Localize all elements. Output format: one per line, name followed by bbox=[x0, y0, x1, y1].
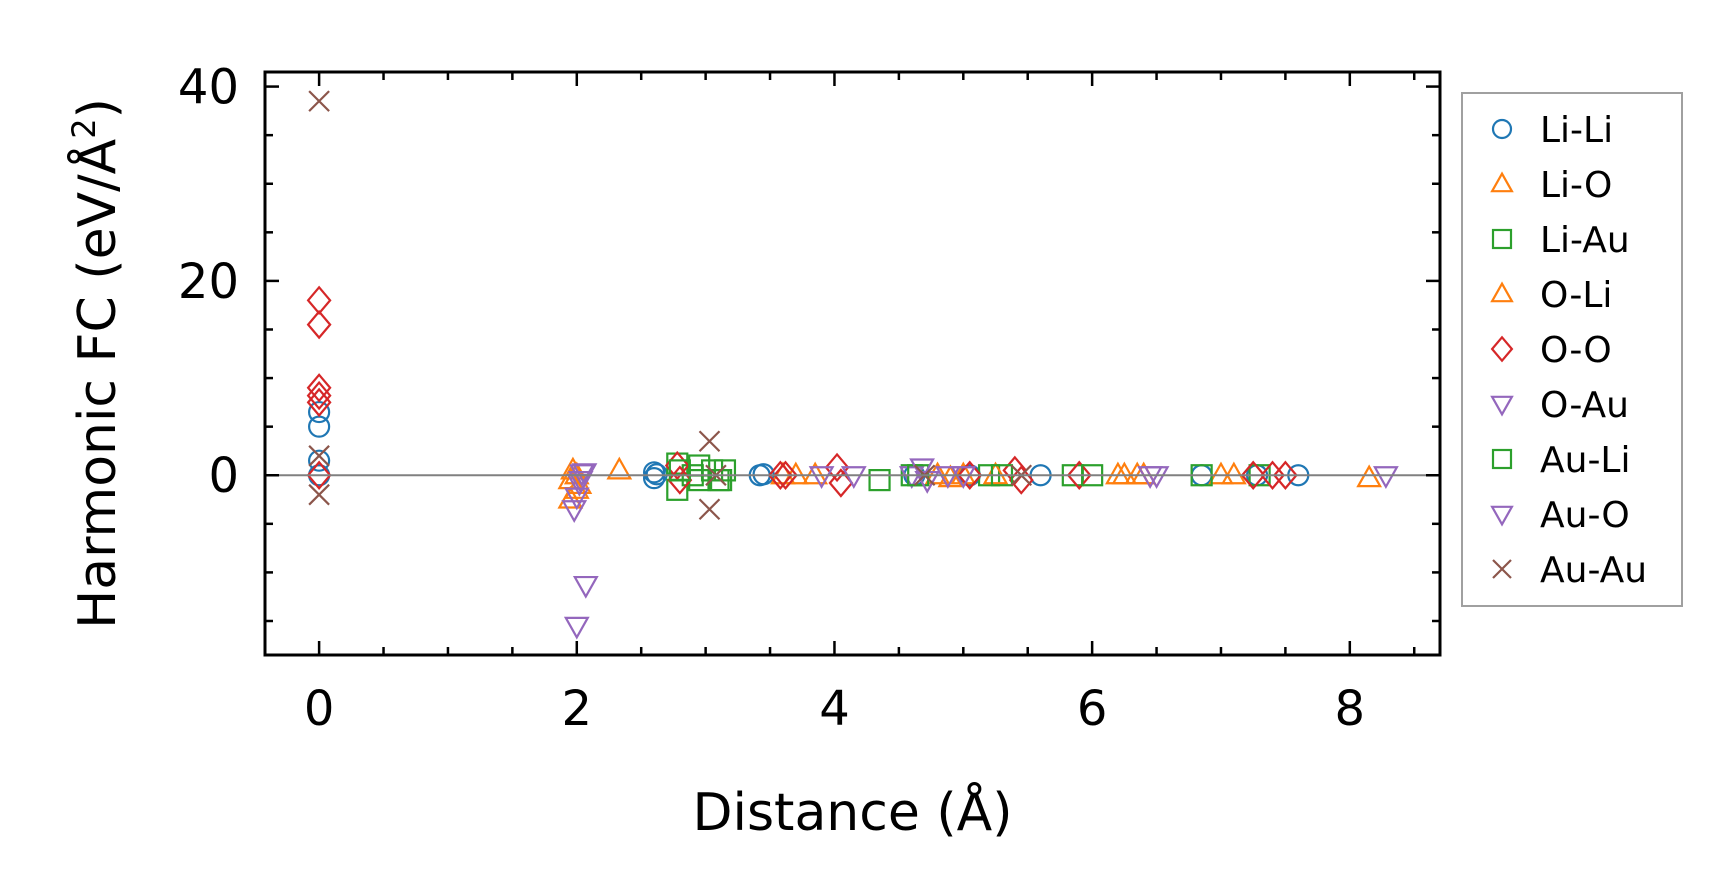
data-point bbox=[306, 373, 332, 403]
data-point bbox=[824, 452, 850, 483]
legend-label: Li-Li bbox=[1540, 110, 1613, 151]
y-tick-label: 0 bbox=[208, 448, 239, 504]
data-point bbox=[306, 285, 332, 316]
legend-marker bbox=[1491, 228, 1513, 250]
data-point bbox=[1111, 461, 1138, 485]
legend-label: O-Au bbox=[1540, 385, 1629, 426]
data-point bbox=[770, 461, 796, 485]
data-point bbox=[924, 461, 951, 485]
legend-marker bbox=[1490, 281, 1514, 303]
data-point bbox=[808, 466, 835, 489]
y-axis-label: Harmonic FC (eV/Å2) bbox=[65, 98, 128, 629]
legend-label: O-Li bbox=[1540, 275, 1612, 316]
data-point bbox=[308, 449, 331, 472]
x-tick-label: 0 bbox=[304, 681, 335, 737]
data-point bbox=[563, 616, 590, 640]
x-tick-label: 2 bbox=[562, 681, 593, 737]
data-point bbox=[898, 466, 925, 489]
legend: Li-Li Li-O Li-Au O-Li O-O O-Au Au-Li Au-O Au-Au bbox=[1461, 92, 1683, 607]
plot-frame bbox=[263, 70, 1442, 657]
data-point bbox=[909, 458, 935, 482]
data-point bbox=[1066, 460, 1092, 490]
data-point bbox=[308, 400, 331, 424]
x-tick-label: 8 bbox=[1335, 681, 1366, 737]
data-point bbox=[1143, 466, 1170, 489]
legend-label: O-O bbox=[1540, 330, 1612, 371]
x-tick-label: 6 bbox=[1077, 681, 1108, 737]
y-axis-label-superscript: 2 bbox=[65, 118, 103, 138]
data-point bbox=[698, 430, 721, 453]
data-point bbox=[802, 461, 829, 485]
data-point bbox=[828, 468, 854, 498]
data-point bbox=[840, 466, 867, 489]
data-point bbox=[950, 466, 977, 489]
y-axis-label-close: ) bbox=[68, 98, 128, 118]
legend-marker bbox=[1490, 171, 1514, 193]
data-point bbox=[572, 575, 599, 599]
data-point bbox=[306, 380, 332, 411]
data-point bbox=[1220, 461, 1247, 485]
series-o-o bbox=[306, 285, 1298, 498]
data-point bbox=[950, 461, 977, 485]
y-tick-label: 40 bbox=[178, 60, 239, 116]
x-axis-label: Distance (Å) bbox=[692, 781, 1012, 843]
x-tick-label: 4 bbox=[819, 681, 850, 737]
data-point bbox=[1208, 461, 1234, 485]
data-point bbox=[1008, 465, 1034, 495]
data-point bbox=[698, 498, 721, 521]
data-point bbox=[1002, 455, 1028, 486]
data-point bbox=[1373, 466, 1399, 489]
legend-label: Au-Au bbox=[1540, 550, 1647, 591]
data-point bbox=[642, 467, 666, 490]
legend-marker bbox=[1490, 335, 1514, 363]
data-point bbox=[306, 460, 332, 490]
x-axis-ticks: 0 2 4 6 8 bbox=[304, 72, 1416, 737]
y-axis-label-main: Harmonic FC (eV/Å bbox=[66, 138, 128, 629]
series-au-au bbox=[308, 90, 1033, 521]
data-point bbox=[982, 461, 1009, 485]
data-point bbox=[306, 387, 332, 418]
data-point bbox=[1260, 460, 1285, 490]
legend-label: Au-Li bbox=[1540, 440, 1631, 481]
plot-marks bbox=[306, 90, 1399, 640]
legend-marker bbox=[1491, 118, 1513, 140]
data-point bbox=[308, 445, 330, 467]
data-point bbox=[707, 469, 730, 492]
data-point bbox=[1356, 464, 1383, 488]
data-point bbox=[773, 460, 798, 490]
legend-label: Li-Au bbox=[1540, 220, 1630, 261]
data-point bbox=[957, 460, 983, 490]
legend-label: Au-O bbox=[1540, 495, 1630, 536]
data-point bbox=[308, 483, 330, 506]
data-point bbox=[642, 461, 666, 484]
y-tick-label: 20 bbox=[178, 254, 239, 310]
legend-marker bbox=[1492, 559, 1512, 579]
data-point bbox=[567, 471, 594, 494]
legend-label: Li-O bbox=[1540, 165, 1612, 206]
data-point bbox=[606, 456, 633, 480]
y-axis-ticks: 0 20 40 bbox=[178, 60, 1440, 623]
data-point bbox=[868, 469, 891, 492]
data-point bbox=[306, 309, 332, 340]
legend-marker bbox=[1490, 395, 1514, 417]
legend-marker bbox=[1490, 505, 1514, 527]
data-point bbox=[767, 460, 793, 490]
data-point bbox=[934, 466, 961, 489]
data-point bbox=[1240, 460, 1266, 490]
data-point bbox=[1272, 460, 1298, 490]
data-point bbox=[308, 90, 330, 112]
legend-marker bbox=[1491, 448, 1513, 470]
data-point bbox=[561, 500, 588, 523]
